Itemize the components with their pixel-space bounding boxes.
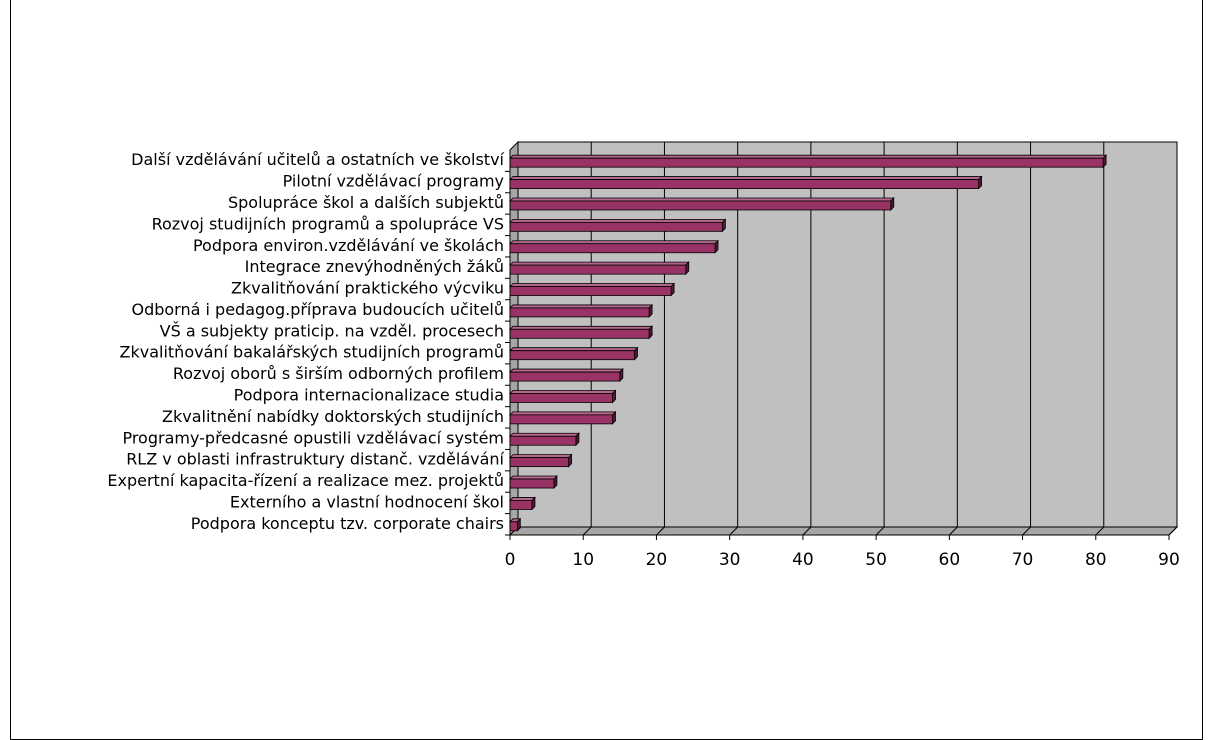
bar-top [509, 368, 624, 373]
x-tick-label: 30 [719, 550, 741, 570]
x-tick-label: 80 [1085, 550, 1107, 570]
category-label: Zkvalitňování praktického výcviku [231, 279, 504, 298]
bar-top [509, 218, 727, 223]
x-tick-labels: 0 10 20 30 40 50 60 70 80 90 [505, 150, 1180, 570]
bar-front [509, 371, 621, 382]
bar-front [509, 435, 577, 446]
x-tick-label: 20 [646, 550, 668, 570]
bar [509, 475, 558, 489]
plot-floor [508, 526, 1179, 536]
category-label: Pilotní vzdělávací programy [283, 172, 504, 191]
bar-front [509, 350, 635, 361]
bar [509, 303, 654, 318]
bar [509, 389, 617, 404]
bar-front [509, 243, 716, 254]
x-tick-label: 0 [505, 550, 516, 570]
x-tick-label: 40 [792, 550, 814, 570]
bar-top [509, 176, 983, 180]
bar-front [509, 221, 723, 232]
grid-floor-line [729, 526, 739, 536]
grid-floor-line [1168, 526, 1178, 536]
bar-front [509, 457, 569, 468]
bar [509, 496, 536, 511]
bar-top [509, 154, 1108, 159]
bar [509, 432, 580, 447]
category-label: Zkvalitňování bakalářských studijních pr… [120, 343, 504, 362]
bar-top [509, 390, 617, 394]
bar [509, 175, 983, 190]
bar-top [509, 240, 719, 245]
bar-top [509, 283, 676, 287]
bar-top [509, 454, 573, 459]
bar-top [509, 475, 558, 480]
category-label: Expertní kapacita-řízení a realizace mez… [107, 471, 504, 490]
category-label: Podpora internacionalizace studia [234, 385, 504, 404]
bar [509, 368, 624, 383]
grid-floor-line [656, 526, 665, 536]
x-tick-label: 90 [1158, 550, 1180, 570]
category-label: Programy-předcasné opustili vzdělávací s… [122, 428, 504, 447]
bar [509, 325, 654, 340]
grid-floor-line [875, 526, 885, 536]
bar-front [509, 393, 613, 403]
bar [509, 197, 895, 211]
category-label: Spolupráce škol a dalších subjektů [228, 193, 504, 212]
category-label: Podpora konceptu tzv. corporate chairs [191, 514, 504, 533]
x-tick-label: 70 [1012, 550, 1034, 570]
category-label: VŠ a subjekty praticip. na vzděl. proces… [160, 321, 504, 340]
bar-top [509, 347, 639, 352]
grid-floor-line [582, 526, 592, 536]
bar [509, 154, 1108, 169]
bar-top [509, 304, 654, 309]
bar [509, 453, 573, 468]
grid-floor-line [948, 526, 958, 536]
category-labels: Další vzdělávání učitelů a ostatních ve … [107, 150, 510, 536]
bar-top [509, 497, 536, 501]
bar-front [509, 200, 892, 211]
grid-floor-line [1095, 526, 1105, 536]
bar [509, 410, 617, 425]
bar-front [509, 157, 1104, 168]
bar-top [509, 411, 617, 416]
category-label: Odborná i pedagog.příprava budoucích uči… [131, 300, 504, 319]
chart-frame: Další vzdělávání učitelů a ostatních ve … [10, 0, 1203, 740]
bar-front [509, 328, 650, 339]
bar [509, 261, 690, 276]
bar-top [509, 432, 580, 437]
bar-top [509, 325, 654, 330]
bar [509, 517, 522, 532]
bar-front [509, 500, 533, 510]
category-label: Podpora environ.vzdělávání ve školách [193, 236, 504, 255]
grid-floor-line [1022, 526, 1031, 536]
bar-front [509, 179, 980, 189]
grid-floor-line [802, 526, 812, 536]
bar-front [509, 264, 687, 275]
bar [509, 346, 639, 361]
bar-front [509, 307, 650, 318]
bar-front [509, 478, 555, 489]
category-label: Externího a vlastní hodnocení škol [230, 492, 504, 511]
bar-front [509, 521, 518, 532]
x-tick-label: 60 [939, 550, 961, 570]
bar-chart: Další vzdělávání učitelů a ostatních ve … [107, 140, 1180, 570]
category-label: Rozvoj oborů s širším odborných profilem [173, 364, 504, 383]
category-label: Zkvalitnění nabídky doktorských studijní… [162, 407, 504, 426]
bar [509, 239, 719, 254]
bar-top [509, 197, 895, 202]
category-label: Integrace znevýhodněných žáků [245, 257, 504, 276]
x-tick-label: 10 [572, 550, 594, 570]
x-tick-label: 50 [865, 550, 887, 570]
bar-front [509, 286, 672, 296]
category-label: Rozvoj studijních programů a spolupráce … [152, 214, 504, 233]
bar-front [509, 414, 613, 425]
bar-top [509, 261, 690, 266]
category-label: Další vzdělávání učitelů a ostatních ve … [131, 150, 504, 169]
bar [509, 218, 727, 233]
category-label: RLZ v oblasti infrastruktury distanč. vz… [126, 450, 504, 469]
bar [509, 282, 676, 297]
